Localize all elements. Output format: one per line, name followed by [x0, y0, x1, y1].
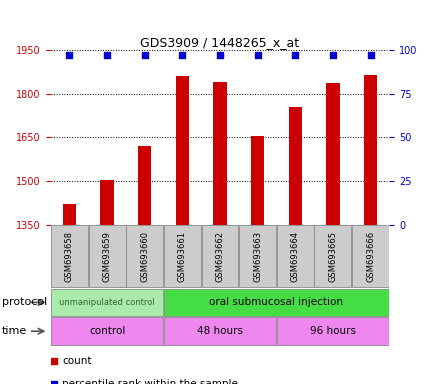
Text: GSM693664: GSM693664 [291, 231, 300, 282]
Text: protocol: protocol [2, 297, 48, 308]
Bar [138, 146, 151, 225]
FancyBboxPatch shape [277, 317, 389, 345]
Bar [251, 136, 264, 225]
FancyBboxPatch shape [202, 225, 238, 287]
Bar [326, 83, 340, 225]
Text: GSM693663: GSM693663 [253, 231, 262, 282]
Text: time: time [2, 326, 27, 336]
Bar [289, 107, 302, 225]
Point [66, 52, 73, 58]
Text: GSM693666: GSM693666 [366, 231, 375, 282]
FancyBboxPatch shape [51, 317, 163, 345]
Text: percentile rank within the sample: percentile rank within the sample [62, 379, 238, 384]
Point [216, 52, 224, 58]
Text: GSM693658: GSM693658 [65, 231, 74, 282]
FancyBboxPatch shape [164, 225, 201, 287]
Point [103, 52, 110, 58]
Text: control: control [89, 326, 125, 336]
FancyBboxPatch shape [239, 225, 276, 287]
Point [254, 52, 261, 58]
FancyBboxPatch shape [315, 225, 352, 287]
Text: GSM693659: GSM693659 [103, 231, 112, 282]
Bar [213, 82, 227, 225]
Bar [364, 74, 377, 225]
Point [51, 358, 58, 364]
Text: GSM693660: GSM693660 [140, 231, 149, 282]
Text: GSM693662: GSM693662 [216, 231, 224, 282]
Text: 48 hours: 48 hours [197, 326, 243, 336]
FancyBboxPatch shape [126, 225, 163, 287]
FancyBboxPatch shape [88, 225, 125, 287]
Point [292, 52, 299, 58]
Title: GDS3909 / 1448265_x_at: GDS3909 / 1448265_x_at [140, 36, 300, 49]
Point [367, 52, 374, 58]
Bar [63, 204, 76, 225]
Text: GSM693665: GSM693665 [328, 231, 337, 282]
Bar [176, 76, 189, 225]
Text: 96 hours: 96 hours [310, 326, 356, 336]
Point [330, 52, 337, 58]
Point [51, 381, 58, 384]
Text: GSM693661: GSM693661 [178, 231, 187, 282]
Text: oral submucosal injection: oral submucosal injection [209, 297, 344, 308]
Point [179, 52, 186, 58]
FancyBboxPatch shape [277, 225, 314, 287]
Bar [100, 179, 114, 225]
FancyBboxPatch shape [164, 317, 276, 345]
Text: count: count [62, 356, 92, 366]
Point [141, 52, 148, 58]
FancyBboxPatch shape [51, 225, 88, 287]
Text: unmanipulated control: unmanipulated control [59, 298, 155, 307]
FancyBboxPatch shape [164, 289, 389, 316]
FancyBboxPatch shape [352, 225, 389, 287]
FancyBboxPatch shape [51, 289, 163, 316]
